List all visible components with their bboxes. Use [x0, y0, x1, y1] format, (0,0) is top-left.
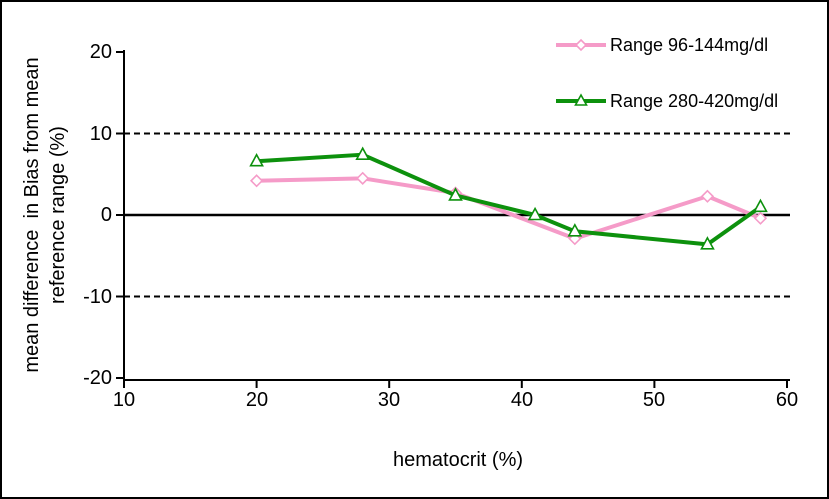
legend-line-triangle-icon	[556, 93, 606, 106]
triangle-marker	[567, 223, 583, 237]
series-line-0	[254, 176, 763, 241]
legend-item-range-96-144: Range 96-144mg/dl	[556, 34, 768, 56]
triangle-marker	[249, 153, 264, 167]
triangle-marker	[527, 206, 543, 221]
legend-item-range-280-420: Range 280-420mg/dl	[556, 90, 778, 112]
y-tick-label: -20	[83, 367, 112, 389]
diamond-marker	[574, 38, 588, 52]
y-tick-label: 20	[89, 41, 112, 63]
legend-label: Range 96-144mg/dl	[610, 35, 769, 55]
x-tick-label: 30	[377, 389, 401, 411]
y-tick-label: -10	[83, 286, 112, 308]
x-tick-label: 40	[510, 389, 534, 411]
x-tick-label: 50	[642, 389, 666, 411]
y-axis-title-line2: reference range (%)	[47, 126, 69, 304]
diamond-marker	[356, 171, 370, 185]
triangle-marker	[355, 146, 371, 160]
x-tick-label: 10	[112, 389, 136, 411]
y-tick-label: 0	[100, 204, 112, 226]
diamond-marker	[753, 211, 768, 225]
y-axis-title-line1: mean difference in Bias from mean	[21, 57, 43, 373]
legend-label: Range 280-420mg/dl	[610, 91, 779, 111]
x-tick-label: 60	[775, 389, 799, 411]
legend-line-diamond-icon	[556, 38, 606, 52]
diamond-marker	[700, 189, 715, 203]
triangle-marker	[700, 236, 715, 250]
series-line-1	[254, 152, 763, 247]
diamond-marker	[249, 174, 264, 188]
x-axis-title: hematocrit (%)	[392, 449, 524, 471]
y-axis-title: mean difference in Bias from mean refere…	[19, 35, 73, 395]
y-tick-label: 10	[89, 123, 112, 145]
triangle-marker	[448, 187, 463, 201]
triangle-marker	[574, 93, 588, 106]
x-tick-label: 20	[245, 389, 269, 411]
triangle-marker	[753, 198, 768, 213]
